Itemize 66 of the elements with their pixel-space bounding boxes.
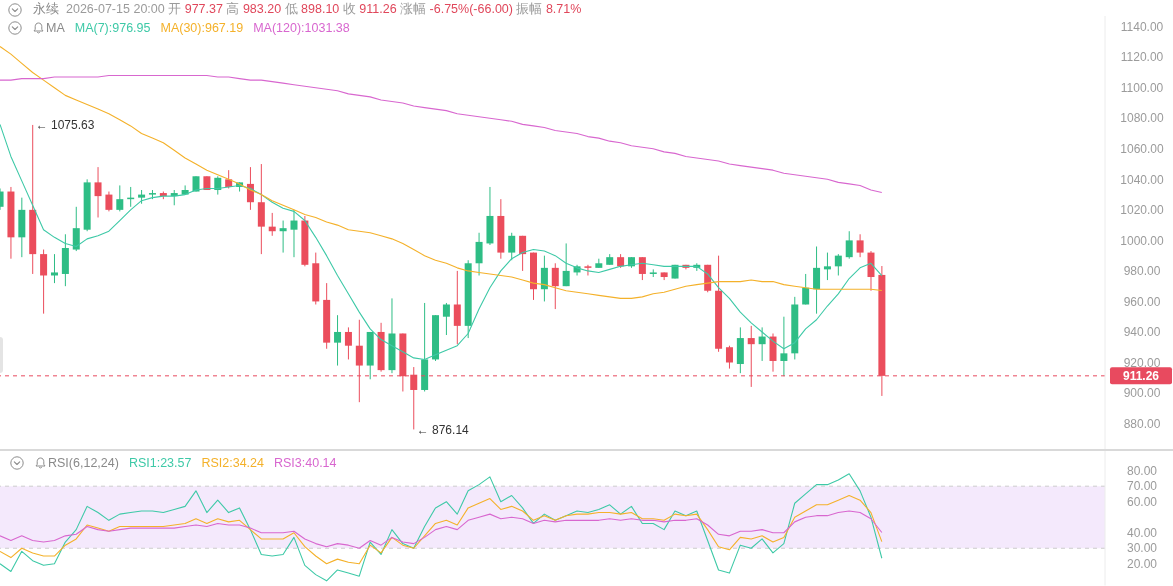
y-tick-label: 980.00 (1123, 264, 1161, 279)
candlestick (834, 253, 842, 276)
candlestick (856, 233, 864, 258)
line-series (0, 494, 883, 565)
y-tick-label: 960.00 (1123, 294, 1161, 309)
candlestick (279, 220, 287, 254)
y-tick-label: 1060.00 (1120, 142, 1165, 156)
candlestick (638, 256, 646, 281)
candlestick (290, 209, 298, 258)
series-label: RSI1:23.57 (128, 455, 192, 470)
candlestick (845, 230, 853, 260)
text: RSI3:40.14 (273, 455, 337, 470)
candlestick (344, 326, 352, 360)
y-tick-label: 80.00 (1126, 463, 1158, 478)
text: 2026-07-15 20:00 开 977.37 高 983.20 低 898.10 收 911.26 涨幅 -6.75%(-66.00) 振幅 8.71% (66, 2, 582, 16)
line-series (0, 510, 883, 549)
y-tick-label: 900.00 (1123, 386, 1161, 401)
candlestick (562, 242, 570, 287)
text: MA(7):976.95 (74, 20, 151, 35)
candlestick (551, 262, 559, 310)
annotation: ← 1075.63 (35, 118, 95, 133)
y-tick-label: 1120.00 (1120, 50, 1164, 65)
text: MA(120):1031.38 (253, 20, 350, 35)
y-tick-label: 30.00 (1126, 541, 1158, 556)
line-series (0, 74, 883, 194)
candlestick (823, 252, 831, 281)
candlestick (105, 191, 113, 212)
candlestick (475, 232, 483, 276)
candlestick (453, 270, 461, 345)
candlestick (508, 232, 516, 261)
y-tick-label: 940.00 (1123, 325, 1161, 340)
candlestick (584, 264, 592, 276)
legend-title: MA (46, 20, 65, 35)
y-tick-label: 1140.00 (1120, 19, 1164, 34)
candlestick (519, 235, 527, 272)
y-tick-label: 1020.00 (1120, 203, 1165, 218)
legend-title: RSI(6,12,24) (48, 455, 119, 470)
candlestick (540, 255, 548, 302)
candlestick (116, 184, 124, 212)
candlestick (442, 302, 450, 336)
y-tick-label: 1040.00 (1120, 172, 1165, 187)
text: MA(30):967.19 (160, 20, 244, 35)
y-tick-label: 40.00 (1126, 525, 1158, 540)
chart-title: 永续 (33, 1, 59, 18)
y-tick-label: 20.00 (1126, 556, 1158, 571)
y-tick-label: 911.26 (1122, 369, 1160, 384)
annotation: ← 876.14 (416, 422, 470, 437)
candlestick (72, 206, 80, 252)
y-tick-label: 1000.00 (1120, 233, 1165, 248)
candlestick (50, 253, 58, 284)
candlestick (40, 249, 48, 315)
y-tick-label: 60.00 (1126, 494, 1158, 509)
candlestick (94, 166, 102, 218)
y-tick-label: 880.00 (1123, 416, 1161, 431)
candlestick (334, 314, 342, 367)
text: RSI2:34.24 (201, 455, 264, 470)
candlestick (780, 316, 788, 377)
y-tick-label: 1100.00 (1120, 80, 1164, 95)
y-tick-label: 1080.00 (1120, 111, 1165, 126)
candlestick (725, 345, 733, 370)
y-tick-label: 920.00 (1123, 355, 1161, 370)
candlestick (802, 273, 810, 305)
y-tick-label: 70.00 (1126, 479, 1158, 494)
line-series (0, 473, 883, 582)
candlestick (813, 245, 821, 315)
candlestick (758, 326, 766, 362)
